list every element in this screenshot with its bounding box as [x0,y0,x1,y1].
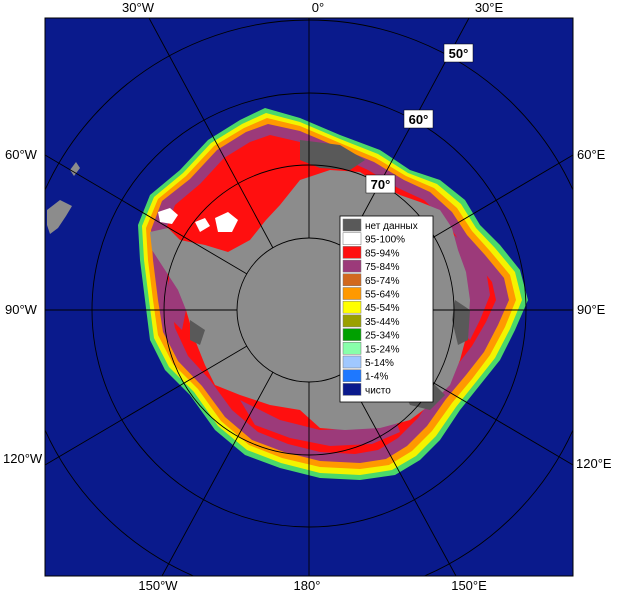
lat-label-70: 70° [371,177,391,192]
legend-swatch [342,273,362,287]
lat-label-60-box [403,109,434,129]
ice-95-100-patch-1 [158,208,178,224]
meridian-150e [344,371,457,576]
label-top-30e: 30°E [475,0,504,15]
legend-label: 15-24% [365,344,400,355]
legend-swatch [342,328,362,341]
legend-swatch [342,287,362,300]
label-right-60e: 60°E [577,147,606,162]
longitude-labels: 30°W 0° 30°E 60°W 90°W 120°W 60°E 90°E 1… [3,0,612,593]
legend-swatch [342,218,362,232]
meridian-60w [45,154,248,275]
label-right-120e: 120°E [576,456,612,471]
legend-swatch [342,259,362,273]
legend-label: чисто [365,385,391,396]
label-left-120w: 120°W [3,451,43,466]
label-bottom-150e: 150°E [451,578,487,593]
south-america-tip [47,162,80,234]
legend-label: 25-34% [365,331,400,342]
legend: нет данных 95-100% 85-94% 75-84% 65-74% 55-64… [339,215,434,403]
meridians [45,18,573,576]
lat-label-60: 60° [409,112,429,127]
map-frame [44,17,574,577]
ice-95-100-patch-3 [215,212,238,232]
label-top-0: 0° [312,0,324,15]
label-bottom-180: 180° [294,578,321,593]
legend-label: 35-44% [365,317,400,328]
lat-label-50: 50° [449,46,469,61]
legend-swatch [342,300,362,314]
meridian-150w [161,371,274,576]
latitude-labels: 50° 60° 70° [365,43,474,194]
no-data-patch-east [452,300,470,345]
meridian-120w [45,345,248,466]
legend-swatch [342,314,362,328]
legend-label: 95-100% [365,235,405,246]
lat-label-50-box [443,43,474,63]
legend-label: 5-14% [365,358,394,369]
legend-swatch [342,355,362,369]
no-data-patch-west [190,320,205,345]
label-top-30w: 30°W [122,0,155,15]
label-left-90w: 90°W [5,302,38,317]
label-left-60w: 60°W [5,147,38,162]
no-data-patch-north [300,140,365,170]
label-bottom-150w: 150°W [138,578,178,593]
legend-swatch [342,232,362,245]
legend-label: нет данных [365,221,418,232]
legend-swatch [342,383,362,396]
legend-label: 45-54% [365,303,400,314]
label-right-90e: 90°E [577,302,606,317]
legend-label: 75-84% [365,262,400,273]
legend-label: 55-64% [365,290,400,301]
ice-75-84-patch-south [240,400,400,446]
legend-label: 85-94% [365,248,400,259]
legend-swatch [342,342,362,355]
lat-label-70-box [365,174,396,194]
legend-swatch [342,369,362,382]
legend-label: 65-74% [365,276,400,287]
legend-swatch [342,246,362,259]
legend-label: 1-4% [365,372,388,383]
ice-95-100-patch-2 [195,218,210,232]
meridian-30w [148,18,274,249]
